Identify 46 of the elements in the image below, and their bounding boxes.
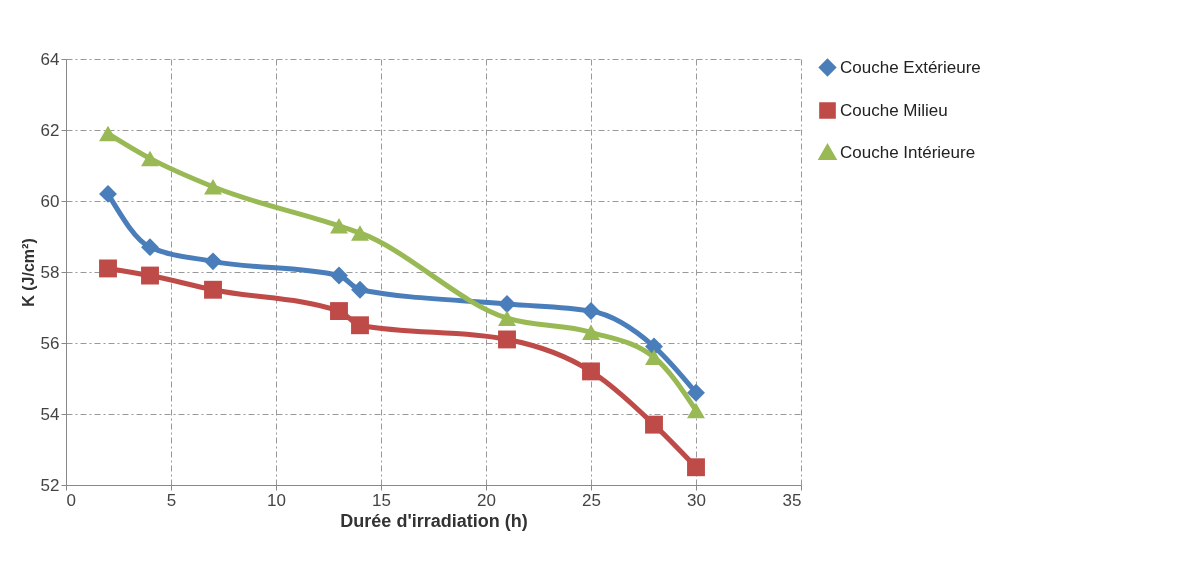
point [498, 310, 516, 326]
x-tick-label: 20 [477, 490, 496, 510]
point [330, 302, 348, 320]
x-tick-label: 25 [582, 490, 601, 510]
point [204, 179, 222, 195]
point [141, 150, 159, 167]
point [204, 280, 222, 299]
point [498, 330, 516, 349]
point [645, 337, 663, 356]
y-tick-label: 60 [40, 191, 60, 211]
point [351, 225, 369, 241]
legend-label: Couche Milieu [840, 100, 948, 120]
y-axis-title: K (J/cm²) [19, 238, 37, 307]
y-tick-label: 52 [40, 475, 60, 495]
point [351, 280, 369, 299]
x-tick-label: 30 [687, 490, 706, 510]
point [330, 218, 348, 234]
point [582, 362, 600, 381]
point [582, 302, 600, 320]
point [582, 324, 600, 341]
point [141, 238, 159, 257]
point [351, 316, 369, 335]
point [498, 295, 516, 313]
x-axis-title: Durée d'irradiation (h) [340, 510, 528, 531]
legend-label: Couche Intérieure [840, 142, 976, 162]
point [99, 259, 117, 278]
y-tick-label: 56 [40, 333, 60, 353]
point [99, 125, 117, 142]
point [645, 415, 663, 434]
point [141, 266, 159, 285]
y-tick-label: 62 [40, 120, 60, 140]
legend-label: Couche Extérieure [840, 57, 981, 77]
point [687, 458, 705, 477]
x-tick-label: 35 [782, 490, 802, 510]
y-tick-label: 54 [40, 404, 60, 424]
x-tick-label: 0 [66, 490, 76, 510]
point [687, 402, 705, 419]
point [99, 184, 117, 203]
point [330, 266, 348, 285]
x-tick-label: 10 [267, 490, 286, 510]
point [204, 252, 222, 271]
x-tick-label: 15 [372, 490, 391, 510]
y-tick-label: 58 [40, 262, 60, 282]
point [687, 383, 705, 402]
y-tick-label: 64 [40, 49, 60, 69]
x-tick-label: 5 [166, 490, 177, 510]
